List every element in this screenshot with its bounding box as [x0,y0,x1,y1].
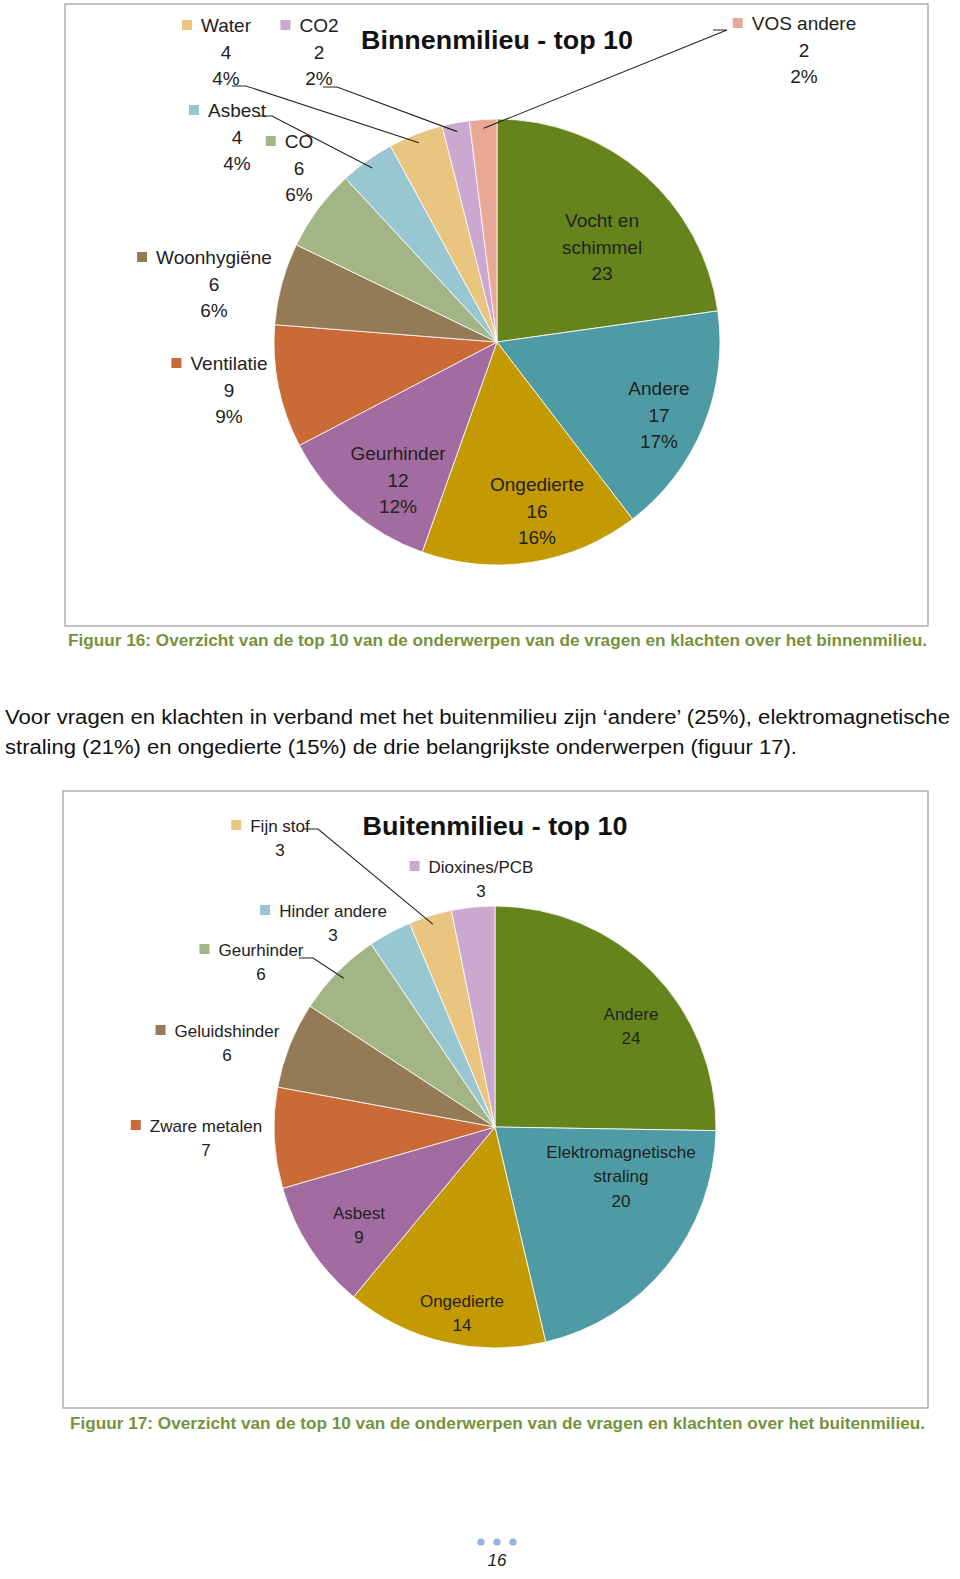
slice-percent: 12% [379,496,417,517]
label-marker [131,1120,141,1130]
slice-value: 6 [256,965,265,984]
label-marker [260,905,270,915]
slice-value: 23 [591,263,612,284]
slice-name: Andere [628,378,689,399]
paragraph-line: straling (21%) en ongedierte (15%) de dr… [5,736,797,758]
page-dot [477,1538,484,1545]
slice-value: 17 [648,405,669,426]
label-marker [199,944,209,954]
leader-line [323,87,457,132]
slice-name: Dioxines/PCB [429,858,534,877]
chart-frame [63,791,928,1408]
slice-name: Fijn stof [250,817,310,836]
slice-percent: 6% [285,184,313,205]
pie-slice [495,906,716,1131]
slice-name: Hinder andere [279,902,387,921]
slice-name: Ongedierte [420,1292,504,1311]
slice-percent: 17% [640,431,678,452]
slice-name: Geluidshinder [175,1022,280,1041]
slice-name: straling [594,1167,649,1186]
label-marker [733,18,743,28]
slice-name: schimmel [562,237,642,258]
slice-value: 2 [799,40,810,61]
slice-value: 7 [201,1141,210,1160]
paragraph-line: Voor vragen en klachten in verband met h… [5,706,950,728]
slice-value: 3 [275,841,284,860]
slice-value: 3 [328,926,337,945]
slice-percent: 2% [305,68,333,89]
leader-line [232,86,419,143]
slice-name: VOS andere [752,13,857,34]
slice-value: 2 [314,42,325,63]
slice-name: Zware metalen [150,1117,262,1136]
slice-value: 3 [476,882,485,901]
label-marker [410,861,420,871]
page-dot [509,1538,516,1545]
slice-value: 9 [354,1228,363,1247]
figure-caption: Figuur 17: Overzicht van de top 10 van d… [70,1415,925,1432]
figure-caption: Figuur 16: Overzicht van de top 10 van d… [68,632,927,649]
label-marker [280,20,290,30]
slice-value: 4 [221,42,232,63]
slice-name: Andere [604,1005,659,1024]
slice-name: Ventilatie [190,353,267,374]
leader-line [484,30,727,128]
slice-percent: 9% [215,406,243,427]
slice-value: 9 [224,380,235,401]
label-marker [231,820,241,830]
chart-frame [65,4,928,626]
pie-slice [451,906,495,1127]
slice-value: 20 [612,1192,631,1211]
label-marker [182,20,192,30]
slice-name: CO [285,131,314,152]
chart-title: Binnenmilieu - top 10 [361,25,633,55]
slice-percent: 2% [790,66,818,87]
leader-line [258,116,372,168]
slice-name: Water [201,15,252,36]
slice-name: Geurhinder [350,443,446,464]
pie-slice [497,119,718,342]
slice-name: Geurhinder [218,941,303,960]
label-marker [189,105,199,115]
slice-value: 12 [387,470,408,491]
label-marker [156,1025,166,1035]
slice-percent: 16% [518,527,556,548]
slice-value: 6 [294,158,305,179]
pie-slice [274,325,497,446]
leader-line [304,829,433,924]
slice-value: 4 [232,127,243,148]
label-marker [266,136,276,146]
slice-value: 14 [453,1316,472,1335]
slice-percent: 6% [200,300,228,321]
page: Binnenmilieu - top 10Vocht enschimmel23A… [0,0,960,1579]
label-marker [137,252,147,262]
slice-name: CO2 [299,15,338,36]
slice-percent: 4% [223,153,251,174]
leader-line [299,958,344,978]
chart: Binnenmilieu - top 10 Vocht en schimmel 23 A… [65,4,928,626]
slice-name: Elektromagnetische [546,1143,695,1162]
slice-name: Vocht en [565,210,639,231]
pie-slice [469,119,497,342]
label-marker [171,358,181,368]
page-dot [493,1538,500,1545]
slice-value: 24 [622,1029,641,1048]
slice-name: Ongedierte [490,474,584,495]
chart-title: Buitenmilieu - top 10 [363,811,628,841]
page-number: 16 [488,1551,507,1570]
slice-value: 6 [209,274,220,295]
slice-name: Asbest [208,100,267,121]
slice-name: Asbest [333,1204,385,1223]
chart: Buitenmilieu - top 10 Andere 24 Elektromagn… [63,791,928,1408]
slice-value: 16 [526,501,547,522]
slice-name: Woonhygiëne [156,247,272,268]
slice-value: 6 [222,1046,231,1065]
